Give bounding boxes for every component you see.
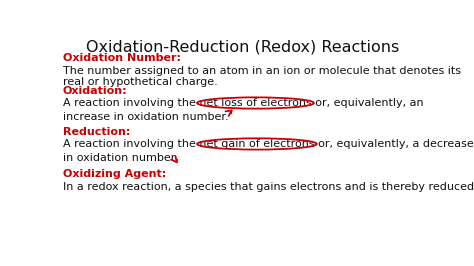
Text: A reaction involving the net loss of electrons or, equivalently, an: A reaction involving the net loss of ele… xyxy=(63,98,424,109)
Text: in oxidation number: in oxidation number xyxy=(63,153,175,163)
Text: Reduction:: Reduction: xyxy=(63,127,130,137)
Text: Oxidizing Agent:: Oxidizing Agent: xyxy=(63,169,166,179)
Text: The number assigned to an atom in an ion or molecule that denotes its
real or hy: The number assigned to an atom in an ion… xyxy=(63,66,461,87)
Text: Oxidation-Reduction (Redox) Reactions: Oxidation-Reduction (Redox) Reactions xyxy=(86,39,400,54)
Text: Oxidation:: Oxidation: xyxy=(63,86,128,96)
Text: In a redox reaction, a species that gains electrons and is thereby reduced.: In a redox reaction, a species that gain… xyxy=(63,182,474,192)
Text: Oxidation Number:: Oxidation Number: xyxy=(63,53,181,63)
Text: A reaction involving the net gain of electrons or, equivalently, a decrease: A reaction involving the net gain of ele… xyxy=(63,139,474,149)
Text: increase in oxidation number.: increase in oxidation number. xyxy=(63,113,228,122)
